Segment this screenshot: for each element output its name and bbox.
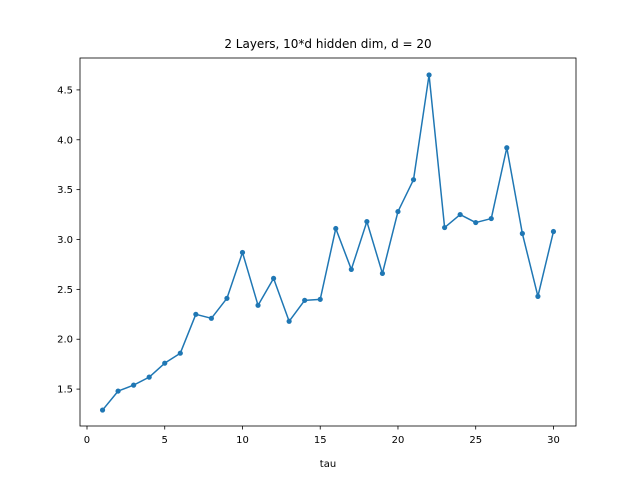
data-point <box>550 228 557 235</box>
data-point <box>488 215 494 222</box>
x-tick-label: 20 <box>392 435 405 446</box>
data-point <box>426 72 432 78</box>
data-point <box>535 293 541 299</box>
y-tick-label: 2.5 <box>57 285 73 296</box>
data-point <box>208 315 214 321</box>
data-point <box>131 382 137 388</box>
data-point <box>395 208 401 215</box>
data-point <box>379 270 386 277</box>
x-tick-label: 0 <box>84 435 90 446</box>
data-point <box>442 224 448 231</box>
y-tick-label: 2.0 <box>57 335 73 346</box>
data-point <box>364 218 370 225</box>
data-point <box>99 407 106 413</box>
x-axis: 0 5 10 15 20 25 30 <box>84 426 560 446</box>
y-tick-label: 3.5 <box>57 185 73 196</box>
data-point <box>177 350 183 356</box>
series-line <box>99 72 557 413</box>
x-tick-label: 25 <box>469 435 482 446</box>
axes-frame <box>79 57 577 427</box>
y-tick-label: 4.5 <box>57 85 73 96</box>
data-point <box>348 266 354 273</box>
data-point <box>333 225 339 232</box>
data-point <box>519 230 525 237</box>
data-point <box>270 275 277 282</box>
x-tick-label: 30 <box>547 435 560 446</box>
x-axis-label: tau <box>320 459 336 470</box>
data-point <box>457 211 463 218</box>
data-point <box>410 177 417 183</box>
data-point <box>255 302 261 308</box>
data-point <box>302 297 308 303</box>
data-point <box>224 295 230 301</box>
x-tick-label: 15 <box>314 435 327 446</box>
data-point <box>162 360 168 366</box>
y-tick-label: 4.0 <box>57 135 73 146</box>
data-point <box>473 219 479 226</box>
x-tick-label: 5 <box>162 435 168 446</box>
data-point <box>286 318 292 324</box>
data-point <box>193 311 199 317</box>
data-point <box>504 145 510 151</box>
x-tick-label: 10 <box>236 435 249 446</box>
y-tick-label: 3.0 <box>57 235 73 246</box>
y-axis: 1.5 2.0 2.5 3.0 3.5 4.0 4.5 <box>57 85 80 396</box>
data-point <box>115 388 121 394</box>
chart-title: 2 Layers, 10*d hidden dim, d = 20 <box>224 37 431 51</box>
series-polyline <box>101 74 555 411</box>
data-point <box>146 374 152 380</box>
data-point <box>239 249 246 256</box>
y-tick-label: 1.5 <box>57 385 73 396</box>
data-point <box>317 296 323 302</box>
